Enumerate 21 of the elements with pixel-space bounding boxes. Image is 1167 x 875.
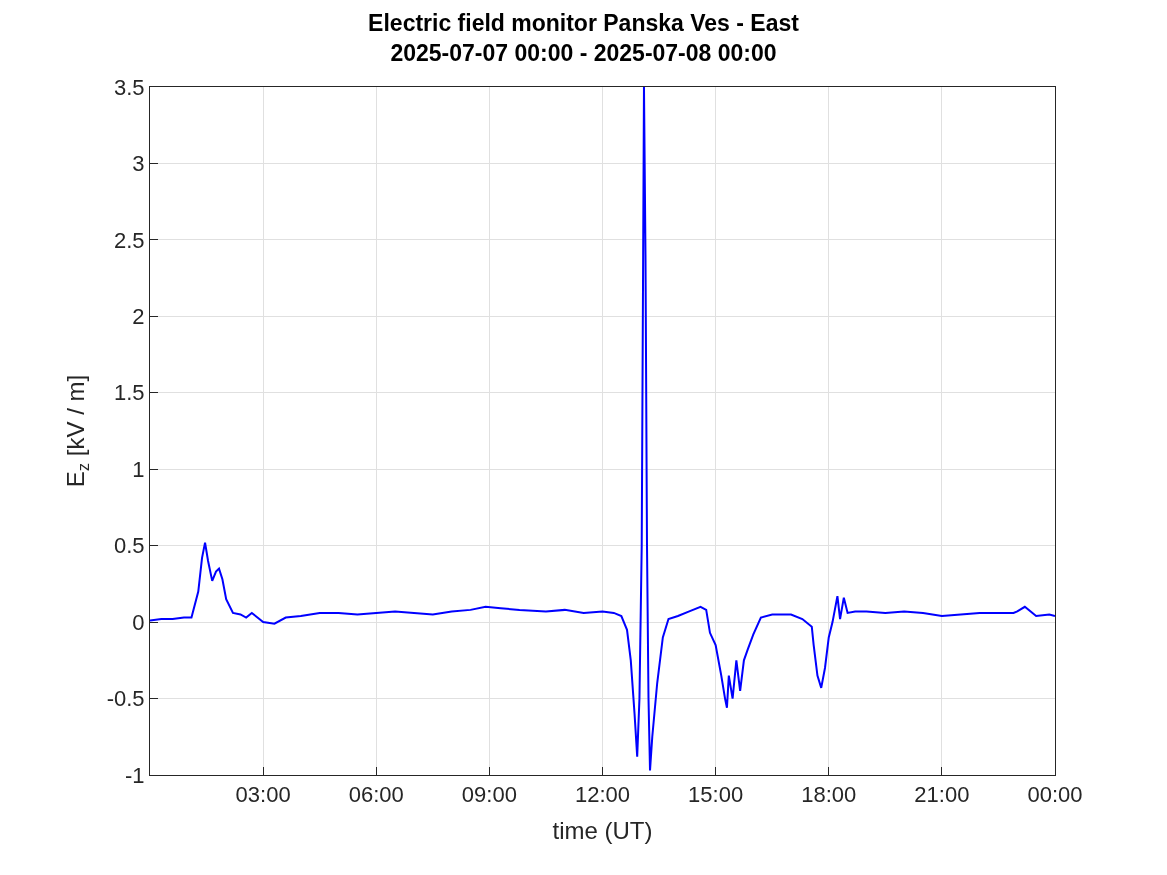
chart-title: Electric field monitor Panska Ves - East 2025-07-07 00:00 - 2025-07-08 00:00 [368,9,800,66]
y-tick-label: 1.5 [114,380,145,406]
x-tick-label: 06:00 [348,782,404,808]
x-tick-label: 09:00 [461,782,517,808]
y-tick-label: 2.5 [114,227,145,253]
x-tick-label: 21:00 [914,782,970,808]
x-tick-label: 12:00 [574,782,631,808]
line-series [150,87,1055,772]
y-tick-label: 0.5 [114,533,145,559]
y-tick-label: 3.5 [114,74,145,100]
y-tick-label: 2 [132,304,145,330]
x-tick-label: 03:00 [235,782,291,808]
x-tick-label: 00:00 [1027,782,1083,808]
y-tick-label: 0 [132,609,145,635]
x-axis-title: time (UT) [552,816,653,844]
y-tick-label: 1 [132,456,145,482]
y-tick-label: -0.5 [106,686,145,712]
y-tick-label: -1 [125,762,145,788]
y-tick-label: 3 [132,151,145,177]
x-tick-label: 15:00 [688,782,744,808]
x-tick-label: 18:00 [801,782,857,808]
